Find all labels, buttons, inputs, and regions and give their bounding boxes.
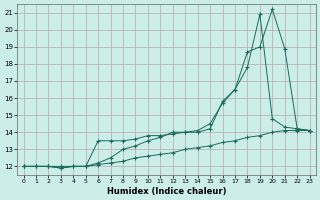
X-axis label: Humidex (Indice chaleur): Humidex (Indice chaleur)	[107, 187, 226, 196]
